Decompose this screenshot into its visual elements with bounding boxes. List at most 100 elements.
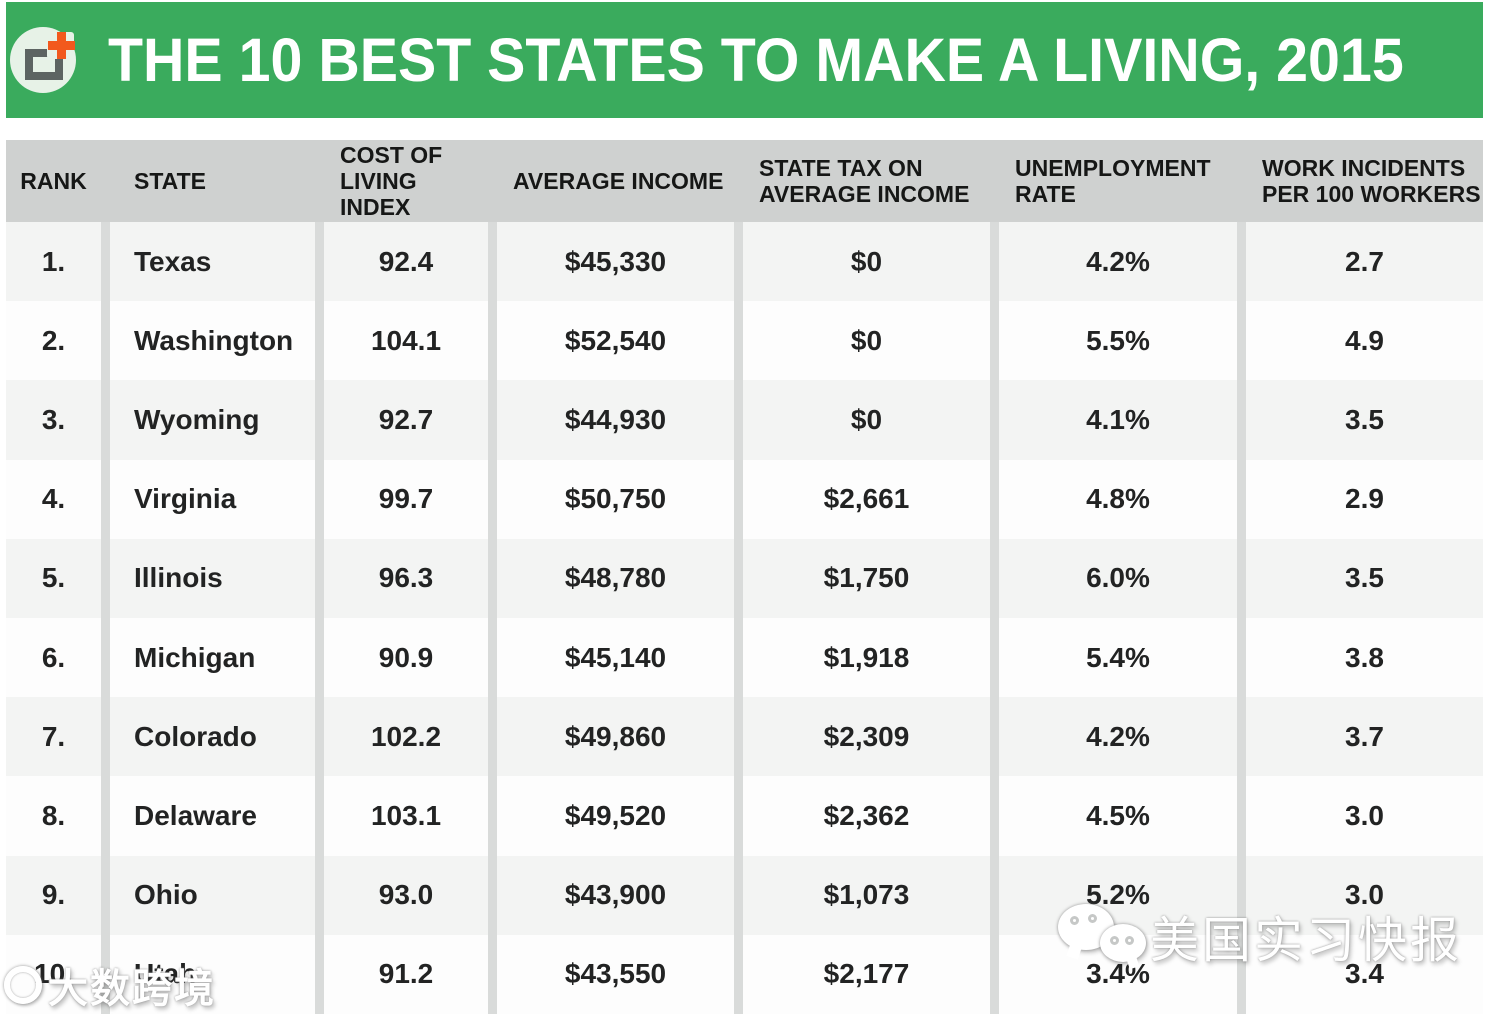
cell-cost-of-living-index: 103.1 [324,776,488,856]
cell-state: Delaware [110,776,315,856]
table-body: 1. Texas 92.4 $45,330 $0 4.2% 2.7 2. Washington 1… [6,222,1483,1014]
cell-rank: 2. [6,301,101,381]
cell-state-tax-on-average-income: $1,750 [743,538,990,618]
cell-average-income: $45,140 [497,617,734,698]
cell-unemployment-rate: 4.1% [999,380,1237,460]
column-header-unemployment-rate: UNEMPLOYMENT RATE [1015,155,1211,207]
title-banner: THE 10 BEST STATES TO MAKE A LIVING, 201… [6,2,1483,118]
table-row: 5. Illinois 96.3 $48,780 $1,750 6.0% 3.5 [6,538,1483,618]
cell-work-incidents-per-100-workers: 3.0 [1246,776,1483,856]
cell-work-incidents-per-100-workers: 3.8 [1246,617,1483,698]
cell-cost-of-living-index: 104.1 [324,301,488,381]
cell-average-income: $43,900 [497,855,734,935]
add-screen-plus-icon [10,27,76,93]
cell-average-income: $49,860 [497,697,734,777]
page-title: THE 10 BEST STATES TO MAKE A LIVING, 201… [108,26,1404,94]
cell-rank: 5. [6,538,101,618]
cell-work-incidents-per-100-workers: 3.4 [1246,934,1483,1014]
cell-average-income: $50,750 [497,459,734,539]
cell-cost-of-living-index: 92.4 [324,222,488,302]
cell-state: Texas [110,222,315,302]
chat-bubble-tail [1126,956,1140,970]
bubble-eye [1070,916,1079,925]
cell-rank: 9. [6,855,101,935]
cell-average-income: $52,540 [497,301,734,381]
bubble-eye [1088,914,1097,923]
column-header-rank: RANK [20,168,87,194]
table-row: 6. Michigan 90.9 $45,140 $1,918 5.4% 3.8 [6,617,1483,698]
cell-rank: 6. [6,617,101,698]
cell-state: Ohio [110,855,315,935]
cell-state-tax-on-average-income: $2,661 [743,459,990,539]
table-row: 2. Washington 104.1 $52,540 $0 5.5% 4.9 [6,301,1483,381]
table-row: 3. Wyoming 92.7 $44,930 $0 4.1% 3.5 [6,380,1483,460]
cell-cost-of-living-index: 92.7 [324,380,488,460]
best-states-table: RANK STATE COST OF LIVING INDEX AVERAGE … [6,140,1483,1014]
column-header-cost-of-living-index: COST OF LIVING INDEX [340,142,443,220]
cell-state-tax-on-average-income: $1,073 [743,855,990,935]
cell-state: Utah [110,934,315,1014]
cell-state-tax-on-average-income: $0 [743,222,990,302]
table-row: 8. Delaware 103.1 $49,520 $2,362 4.5% 3.0 [6,776,1483,856]
cell-cost-of-living-index: 90.9 [324,617,488,698]
cell-unemployment-rate: 5.4% [999,617,1237,698]
bubble-eye [1110,936,1119,945]
wechat-watermark-text: 美国实习快报 [1150,913,1463,968]
cell-average-income: $44,930 [497,380,734,460]
table-row: 9. Ohio 93.0 $43,900 $1,073 5.2% 3.0 [6,855,1483,935]
cell-rank: 7. [6,697,101,777]
cell-state: Colorado [110,697,315,777]
bubble-eye [1125,936,1134,945]
cell-unemployment-rate: 5.5% [999,301,1237,381]
cell-rank: 8. [6,776,101,856]
column-header-state: STATE [134,168,206,194]
cell-cost-of-living-index: 96.3 [324,538,488,618]
cell-state: Virginia [110,459,315,539]
table-row: 4. Virginia 99.7 $50,750 $2,661 4.8% 2.9 [6,459,1483,539]
cell-unemployment-rate: 4.2% [999,222,1237,302]
cell-work-incidents-per-100-workers: 3.7 [1246,697,1483,777]
cell-unemployment-rate: 4.8% [999,459,1237,539]
cell-work-incidents-per-100-workers: 2.7 [1246,222,1483,302]
cell-state-tax-on-average-income: $2,362 [743,776,990,856]
cell-average-income: $49,520 [497,776,734,856]
cell-state-tax-on-average-income: $2,177 [743,934,990,1014]
chat-bubble-small [1100,924,1146,962]
chat-bubble-tail [1066,944,1082,960]
corner-watermark-logo-icon [4,966,42,1004]
corner-watermark-text: 大数跨境 [48,967,216,1011]
cell-average-income: $48,780 [497,538,734,618]
cell-unemployment-rate: 5.2% [999,855,1237,935]
cell-rank: 4. [6,459,101,539]
cell-average-income: $43,550 [497,934,734,1014]
table-row: 7. Colorado 102.2 $49,860 $2,309 4.2% 3.7 [6,697,1483,777]
cell-rank: 1. [6,222,101,302]
cell-cost-of-living-index: 102.2 [324,697,488,777]
cell-state-tax-on-average-income: $0 [743,301,990,381]
corner-watermark: 大数跨境 [4,956,216,1014]
cell-unemployment-rate: 6.0% [999,538,1237,618]
cell-state-tax-on-average-income: $2,309 [743,697,990,777]
table-header-row: RANK STATE COST OF LIVING INDEX AVERAGE … [6,140,1483,222]
cell-state-tax-on-average-income: $1,918 [743,617,990,698]
cell-cost-of-living-index: 93.0 [324,855,488,935]
cell-cost-of-living-index: 99.7 [324,459,488,539]
cell-cost-of-living-index: 91.2 [324,934,488,1014]
cell-average-income: $45,330 [497,222,734,302]
cell-state: Washington [110,301,315,381]
cell-rank: 3. [6,380,101,460]
column-header-state-tax: STATE TAX ON AVERAGE INCOME [759,155,970,207]
table-row: 1. Texas 92.4 $45,330 $0 4.2% 2.7 [6,222,1483,302]
column-header-average-income: AVERAGE INCOME [513,168,724,194]
cell-unemployment-rate: 4.5% [999,776,1237,856]
plus-icon [57,32,66,59]
wechat-watermark: 美国实习快报 [1058,898,1462,974]
column-header-work-incidents: WORK INCIDENTS PER 100 WORKERS [1262,155,1481,207]
cell-work-incidents-per-100-workers: 3.0 [1246,855,1483,935]
cell-state: Wyoming [110,380,315,460]
cell-work-incidents-per-100-workers: 3.5 [1246,380,1483,460]
cell-work-incidents-per-100-workers: 2.9 [1246,459,1483,539]
screen-outline-shape [25,49,63,80]
cell-work-incidents-per-100-workers: 3.5 [1246,538,1483,618]
cell-unemployment-rate: 4.2% [999,697,1237,777]
